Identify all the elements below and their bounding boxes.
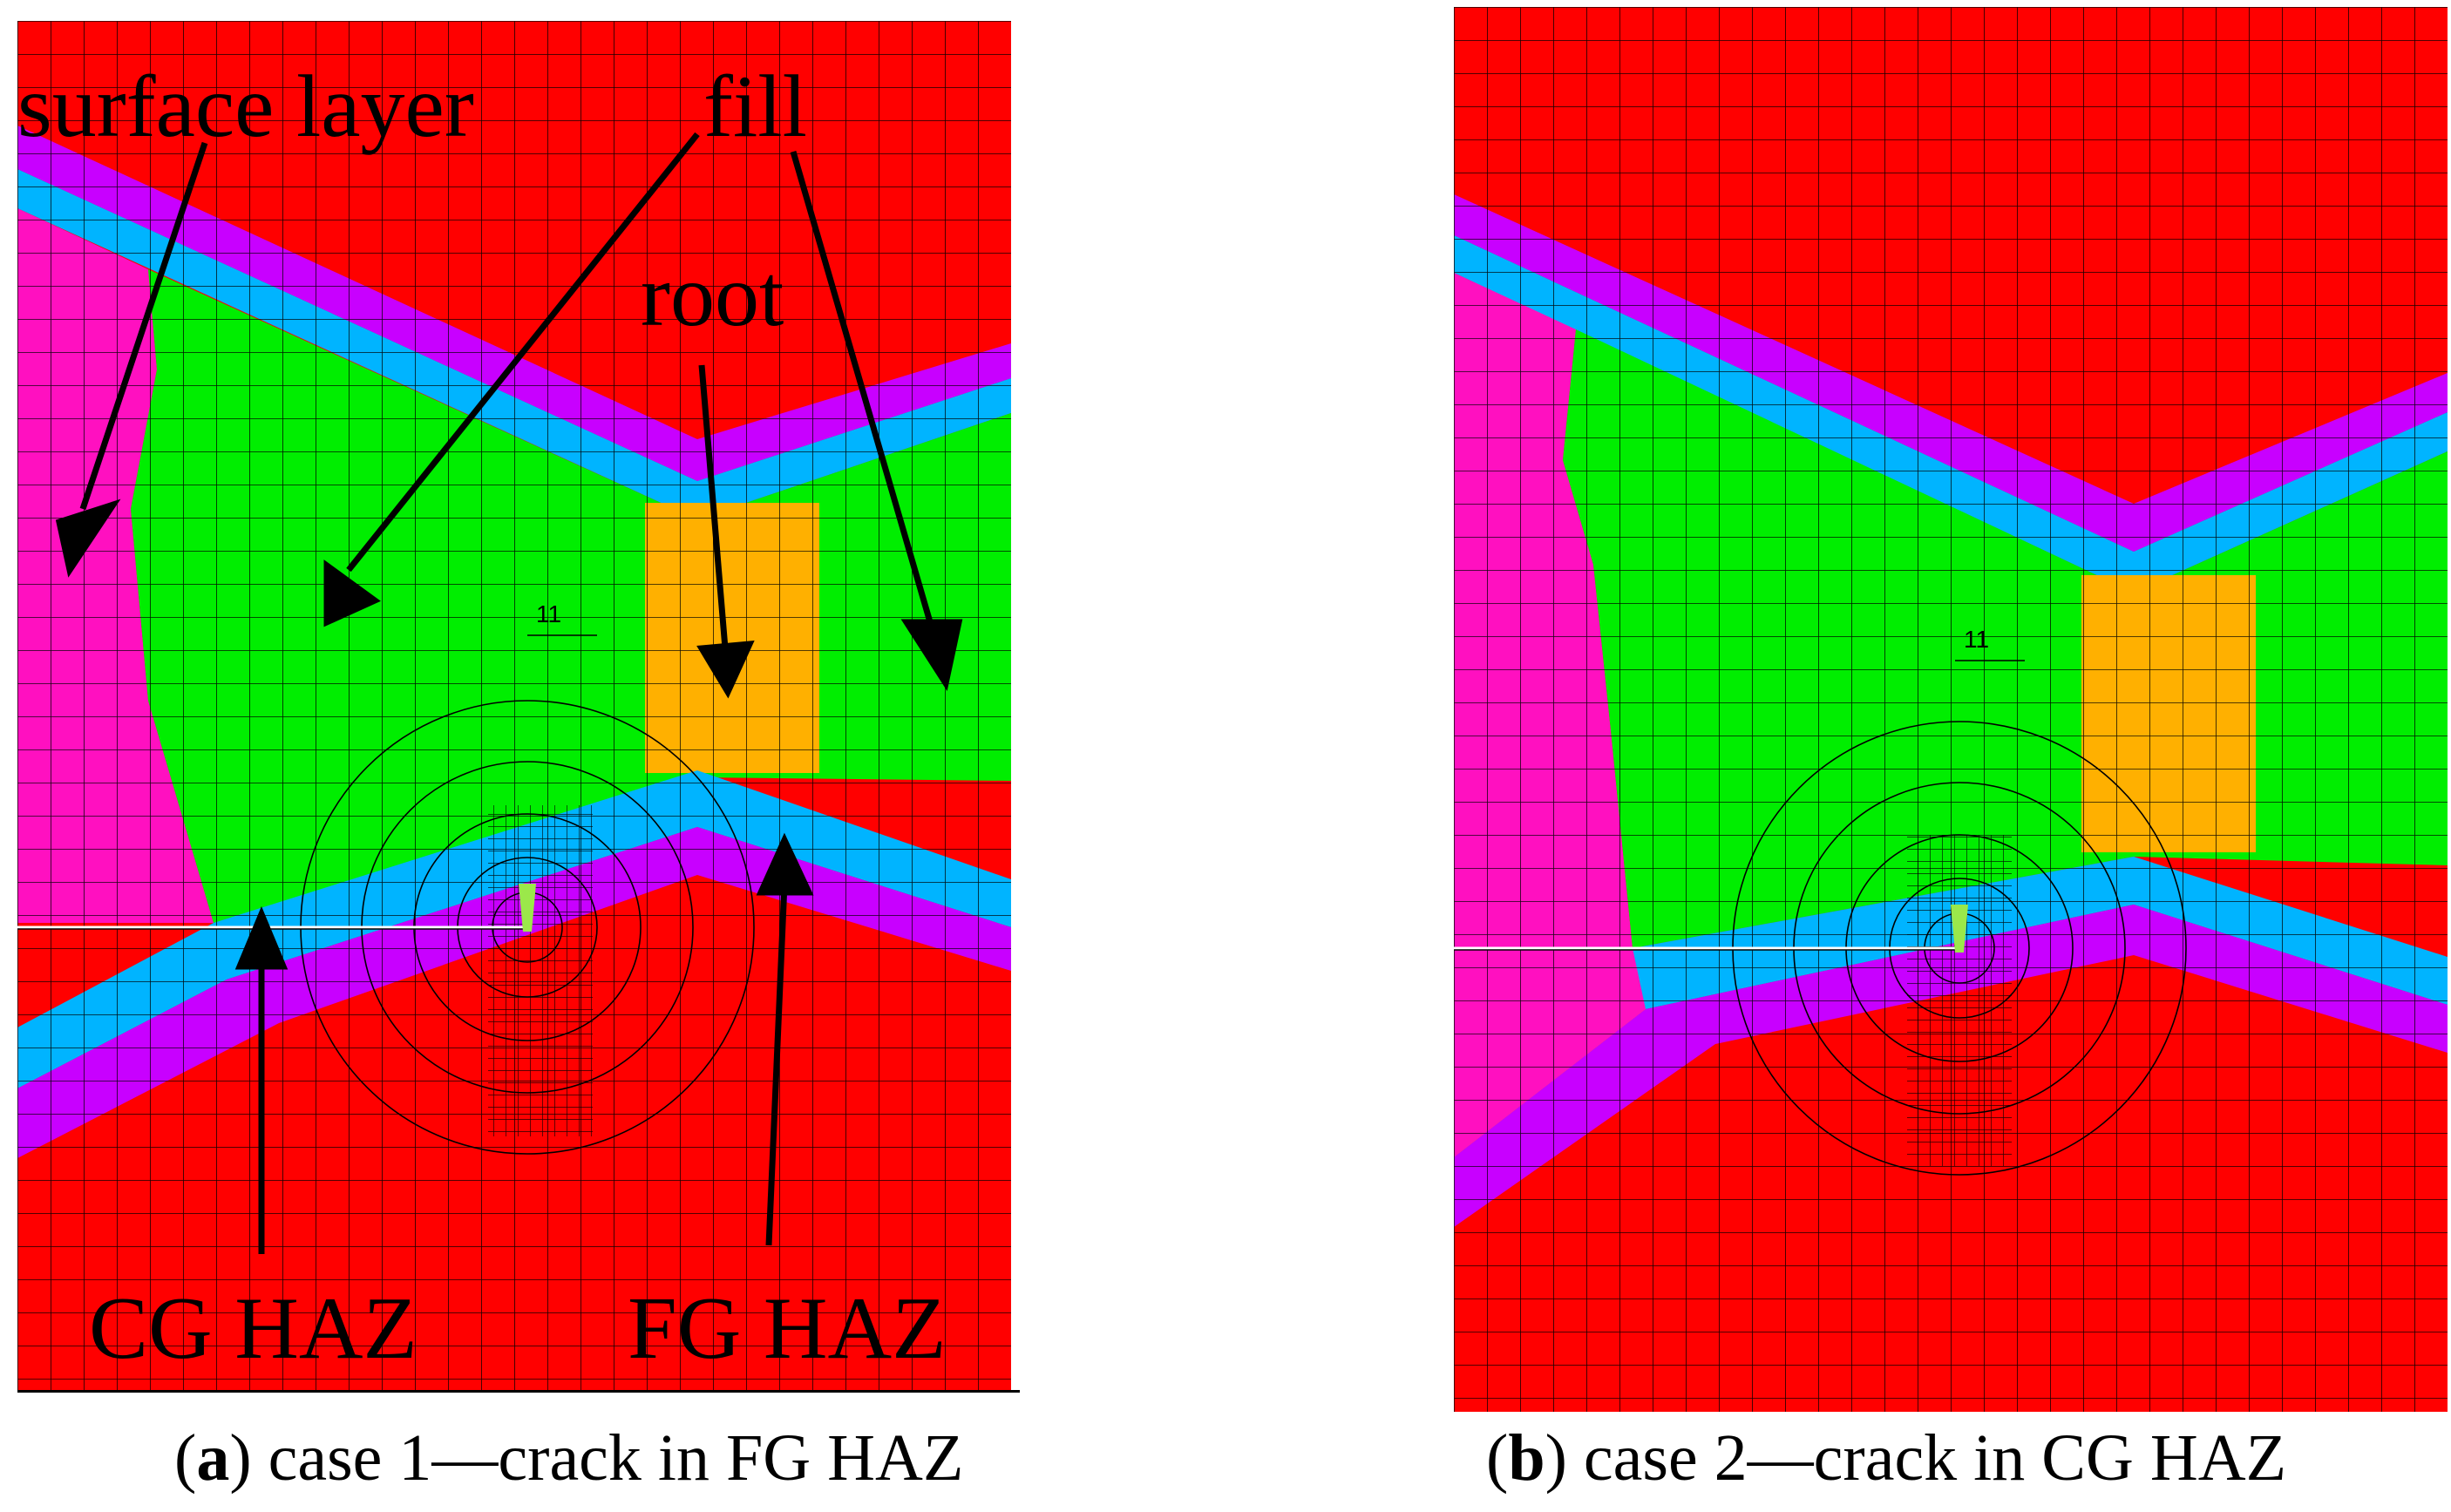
crack-tip-marker bbox=[519, 884, 536, 932]
caption-a-letter: a bbox=[196, 1421, 230, 1495]
mesh-a-svg: 11 bbox=[17, 21, 1011, 1391]
caption-b-letter: b bbox=[1508, 1421, 1545, 1495]
label-cg-haz: CG HAZ bbox=[89, 1279, 418, 1378]
panel-a-baseline bbox=[17, 1390, 1020, 1393]
panel-a-mesh: 11 surface layer fill root CG HAZ FG HAZ bbox=[17, 21, 1011, 1391]
element-label-a: 11 bbox=[536, 600, 561, 627]
caption-a-text: case 1—crack in FG HAZ bbox=[268, 1421, 964, 1495]
caption-b-text: case 2—crack in CG HAZ bbox=[1583, 1421, 2287, 1495]
label-root: root bbox=[641, 247, 784, 345]
label-fill: fill bbox=[703, 58, 807, 156]
label-fg-haz: FG HAZ bbox=[628, 1279, 947, 1378]
caption-b: (b) case 2—crack in CG HAZ bbox=[1486, 1421, 2287, 1495]
crack-tip-marker-b bbox=[1951, 905, 1968, 953]
label-surface-layer: surface layer bbox=[17, 58, 474, 156]
mesh-b-svg: 11 bbox=[1454, 7, 2448, 1412]
caption-a: (a) case 1—crack in FG HAZ bbox=[174, 1421, 964, 1495]
element-label-b: 11 bbox=[1964, 626, 1989, 653]
panel-b-mesh: 11 bbox=[1454, 7, 2448, 1412]
